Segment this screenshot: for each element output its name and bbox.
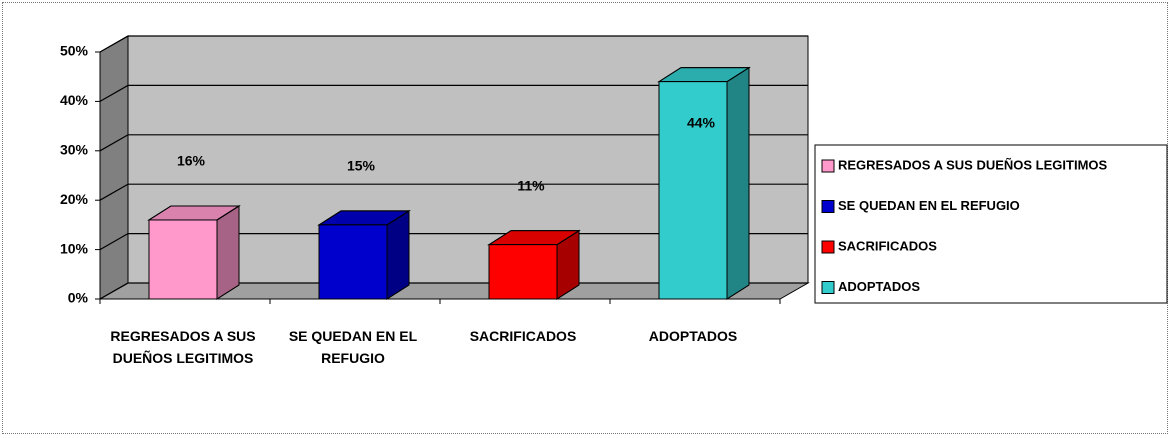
y-tick-label: 30% — [60, 142, 89, 158]
grid-line — [99, 233, 808, 251]
y-tick-label: 40% — [60, 92, 89, 108]
legend-label: SE QUEDAN EN EL REFUGIO — [838, 198, 1020, 213]
legend-swatch — [821, 281, 835, 294]
legend-label: REGRESADOS A SUS DUEÑOS LEGITIMOS — [838, 157, 1108, 172]
x-tick-label: SACRIFICADOS — [469, 328, 577, 344]
value-label: 15% — [347, 158, 376, 174]
x-tick-label: ADOPTADOS — [648, 328, 738, 344]
y-tick-label: 10% — [60, 240, 89, 256]
bar — [148, 219, 218, 300]
value-label: 16% — [177, 153, 206, 169]
x-tick-label: REGRESADOS A SUS DUEÑOS LEGITIMOS — [110, 328, 256, 366]
grid-line — [99, 183, 808, 201]
value-label: 11% — [517, 177, 545, 193]
legend-label: SACRIFICADOS — [838, 238, 937, 253]
bar — [318, 224, 388, 300]
y-tick-label: 0% — [68, 290, 89, 306]
legend-swatch — [821, 159, 835, 173]
grid-line — [99, 134, 808, 152]
grid-line — [99, 84, 808, 102]
value-label: 44% — [687, 114, 716, 130]
legend-swatch — [821, 240, 835, 254]
y-tick-label: 50% — [60, 43, 89, 59]
bar-side-shade — [726, 66, 750, 300]
legend-swatch — [821, 200, 835, 213]
bar-side-shade — [386, 209, 410, 300]
bar — [488, 244, 558, 300]
y-tick-label: 20% — [60, 191, 89, 207]
bar-side-shade — [216, 205, 240, 300]
grid-line — [99, 282, 808, 300]
grid-line — [99, 35, 808, 53]
legend — [814, 144, 1168, 304]
side-wall — [99, 35, 129, 300]
x-tick-label: SE QUEDAN EN EL REFUGIO — [288, 328, 418, 366]
legend-label: ADOPTADOS — [838, 279, 920, 294]
bar — [658, 81, 728, 300]
